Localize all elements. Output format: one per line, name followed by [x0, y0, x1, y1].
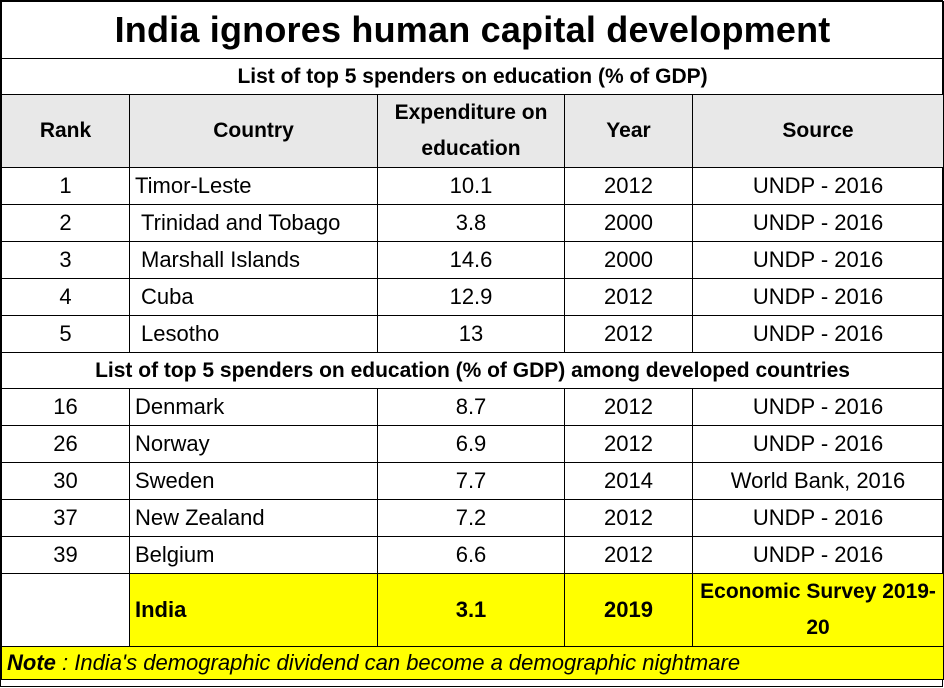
cell-rank: 37 — [1, 499, 130, 537]
header-source: Source — [691, 94, 944, 168]
cell-country: Denmark — [129, 388, 378, 426]
cell-source: UNDP - 2016 — [691, 499, 944, 537]
cell-source: UNDP - 2016 — [691, 278, 944, 316]
india-expenditure: 3.1 — [377, 573, 565, 647]
table-row: 16 Denmark 8.7 2012 UNDP - 2016 — [1, 388, 944, 426]
table-row: 26 Norway 6.9 2012 UNDP - 2016 — [1, 425, 944, 463]
section1-title: List of top 5 spenders on education (% o… — [0, 58, 944, 95]
note-label: Note — [7, 650, 56, 675]
cell-rank: 39 — [1, 536, 130, 574]
table-row: 30 Sweden 7.7 2014 World Bank, 2016 — [1, 462, 944, 500]
cell-source: UNDP - 2016 — [691, 425, 944, 463]
table-row: 37 New Zealand 7.2 2012 UNDP - 2016 — [1, 499, 944, 537]
header-year: Year — [564, 94, 693, 168]
cell-rank: 4 — [1, 278, 130, 316]
cell-source: UNDP - 2016 — [691, 388, 944, 426]
cell-country: Cuba — [129, 278, 378, 316]
cell-rank: 1 — [1, 167, 130, 205]
cell-year: 2000 — [564, 241, 693, 279]
cell-rank: 5 — [1, 315, 130, 353]
cell-expenditure: 8.7 — [377, 388, 565, 426]
cell-year: 2012 — [564, 536, 693, 574]
cell-rank: 30 — [1, 462, 130, 500]
header-country: Country — [129, 94, 378, 168]
cell-country: Trinidad and Tobago — [129, 204, 378, 242]
cell-country: Lesotho — [129, 315, 378, 353]
india-row: India 3.1 2019 Economic Survey 2019-20 — [1, 573, 944, 647]
cell-year: 2012 — [564, 425, 693, 463]
cell-expenditure: 12.9 — [377, 278, 565, 316]
header-rank: Rank — [1, 94, 130, 168]
cell-rank: 26 — [1, 425, 130, 463]
table-row: 3 Marshall Islands 14.6 2000 UNDP - 2016 — [1, 241, 944, 279]
section2-title-row: List of top 5 spenders on education (% o… — [0, 352, 944, 389]
cell-rank: 3 — [1, 241, 130, 279]
cell-year: 2000 — [564, 204, 693, 242]
title-row: India ignores human capital development — [0, 1, 944, 59]
cell-source: UNDP - 2016 — [691, 536, 944, 574]
cell-year: 2012 — [564, 499, 693, 537]
table-row: 2 Trinidad and Tobago 3.8 2000 UNDP - 20… — [1, 204, 944, 242]
cell-country: Timor-Leste — [129, 167, 378, 205]
note-text: : India's demographic dividend can becom… — [55, 650, 741, 675]
cell-source: UNDP - 2016 — [691, 315, 944, 353]
cell-country: New Zealand — [129, 499, 378, 537]
cell-year: 2012 — [564, 167, 693, 205]
india-year: 2019 — [564, 573, 693, 647]
note: Note : India's demographic dividend can … — [0, 646, 944, 680]
cell-year: 2012 — [564, 315, 693, 353]
cell-expenditure: 10.1 — [377, 167, 565, 205]
table-row: 1 Timor-Leste 10.1 2012 UNDP - 2016 — [1, 167, 944, 205]
section2-title: List of top 5 spenders on education (% o… — [0, 352, 944, 389]
table-row: 4 Cuba 12.9 2012 UNDP - 2016 — [1, 278, 944, 316]
cell-expenditure: 13 — [377, 315, 565, 353]
header-expenditure: Expenditure on education — [377, 94, 565, 168]
cell-rank: 2 — [1, 204, 130, 242]
cell-source: UNDP - 2016 — [691, 241, 944, 279]
section1-title-row: List of top 5 spenders on education (% o… — [0, 58, 944, 95]
note-row: Note : India's demographic dividend can … — [0, 646, 944, 680]
india-rank — [1, 573, 130, 647]
table-row: 5 Lesotho 13 2012 UNDP - 2016 — [1, 315, 944, 353]
table-row: 39 Belgium 6.6 2012 UNDP - 2016 — [1, 536, 944, 574]
cell-year: 2012 — [564, 388, 693, 426]
cell-year: 2014 — [564, 462, 693, 500]
cell-expenditure: 3.8 — [377, 204, 565, 242]
india-source: Economic Survey 2019-20 — [691, 573, 944, 647]
cell-expenditure: 7.2 — [377, 499, 565, 537]
header-row: Rank Country Expenditure on education Ye… — [1, 94, 944, 168]
table-title: India ignores human capital development — [0, 1, 944, 59]
cell-expenditure: 7.7 — [377, 462, 565, 500]
cell-country: Belgium — [129, 536, 378, 574]
cell-source: UNDP - 2016 — [691, 167, 944, 205]
cell-rank: 16 — [1, 388, 130, 426]
cell-expenditure: 6.6 — [377, 536, 565, 574]
cell-expenditure: 14.6 — [377, 241, 565, 279]
cell-country: Sweden — [129, 462, 378, 500]
cell-country: Norway — [129, 425, 378, 463]
cell-source: World Bank, 2016 — [691, 462, 944, 500]
cell-expenditure: 6.9 — [377, 425, 565, 463]
cell-country: Marshall Islands — [129, 241, 378, 279]
cell-source: UNDP - 2016 — [691, 204, 944, 242]
cell-year: 2012 — [564, 278, 693, 316]
india-country: India — [129, 573, 378, 647]
